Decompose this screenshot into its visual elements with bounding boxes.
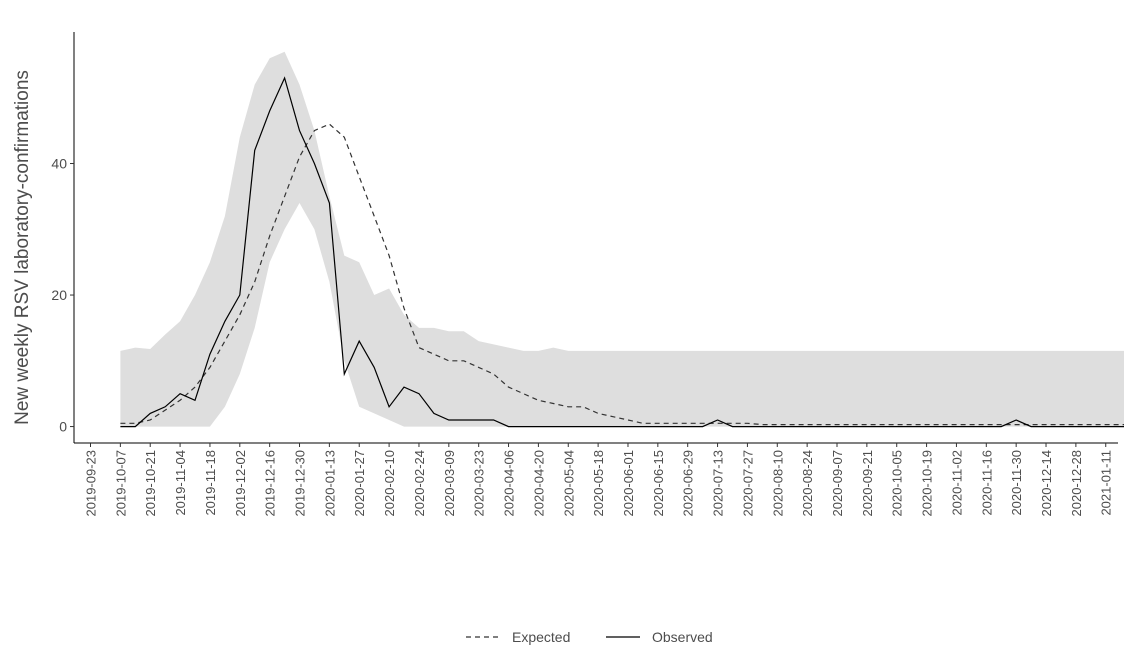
y-axis-title: New weekly RSV laboratory-confirmations: [12, 70, 33, 425]
x-tick-label: 2020-05-18: [591, 450, 606, 517]
x-tick-label: 2020-06-15: [651, 450, 666, 517]
series-line-observed: [120, 76, 1124, 428]
x-tick-label: 2020-10-19: [920, 450, 935, 517]
x-tick-label: 2020-04-06: [502, 450, 517, 517]
x-tick-label: 2020-03-23: [472, 450, 487, 517]
x-tick-label: 2020-07-13: [711, 450, 726, 517]
x-tick-label: 2020-09-21: [860, 450, 875, 517]
x-tick-label: 2020-07-27: [740, 450, 755, 517]
x-ticks: 2019-09-23 2019-10-07 2019-10-21 2019-11-04…: [84, 443, 1114, 517]
x-tick-label: 2020-05-04: [561, 450, 576, 517]
x-tick-label: 2020-09-07: [830, 450, 845, 517]
x-tick-label: 2020-01-27: [352, 450, 367, 517]
x-tick-label: 2019-09-23: [84, 450, 99, 517]
x-tick-label: 2020-01-13: [322, 450, 337, 517]
legend: Expected Observed: [466, 629, 713, 645]
confidence-band-layer: [120, 51, 1124, 427]
x-tick-label: 2020-11-16: [979, 450, 994, 516]
x-tick-label: 2019-12-02: [233, 450, 248, 517]
x-tick-label: 2019-10-07: [113, 450, 128, 517]
x-tick-label: 2019-12-30: [293, 450, 308, 517]
legend-label-observed: Observed: [652, 629, 713, 645]
x-tick-label: 2019-11-04: [173, 450, 188, 516]
confidence-band: [120, 51, 1124, 427]
x-tick-label: 2020-02-24: [412, 450, 427, 517]
x-tick-label: 2019-12-16: [263, 450, 278, 517]
x-tick-label: 2020-12-28: [1069, 450, 1084, 517]
series-line-expected: [120, 123, 1124, 426]
y-tick-label: 20: [51, 287, 67, 303]
y-ticks: 0 20 40: [51, 156, 74, 435]
x-tick-label: 2020-08-10: [770, 450, 785, 517]
x-tick-label: 2020-11-30: [1009, 450, 1024, 516]
y-tick-label: 0: [59, 419, 67, 435]
x-tick-label: 2020-10-05: [890, 450, 905, 517]
x-tick-label: 2020-08-24: [800, 450, 815, 517]
x-tick-label: 2020-11-02: [949, 450, 964, 516]
axes: [73, 32, 1118, 444]
x-tick-label: 2020-02-10: [382, 450, 397, 517]
y-tick-label: 40: [51, 156, 67, 172]
series-lines-layer: [120, 76, 1124, 428]
x-tick-label: 2020-03-09: [442, 450, 457, 517]
x-tick-label: 2020-12-14: [1039, 450, 1054, 517]
x-tick-label: 2021-01-11: [1099, 450, 1114, 516]
x-tick-label: 2019-10-21: [143, 450, 158, 517]
x-tick-label: 2020-06-29: [681, 450, 696, 517]
x-tick-label: 2020-04-20: [531, 450, 546, 517]
legend-label-expected: Expected: [512, 629, 570, 645]
x-tick-label: 2019-11-18: [203, 450, 218, 516]
x-tick-label: 2020-06-01: [621, 450, 636, 517]
